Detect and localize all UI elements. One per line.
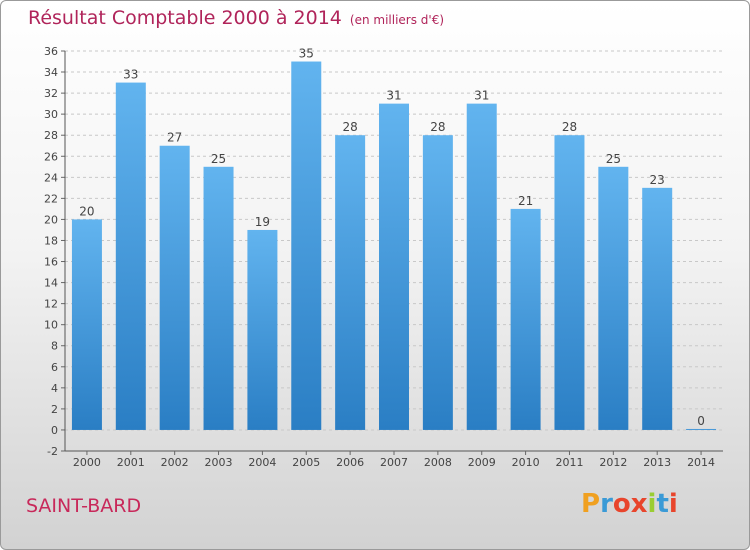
data-label-2000: 20 <box>79 204 94 218</box>
chart-title: Résultat Comptable 2000 à 2014 <box>28 7 342 29</box>
x-tick-label-2014: 2014 <box>687 456 715 469</box>
y-tick-label: 24 <box>44 171 58 184</box>
y-tick-label: 0 <box>51 424 58 437</box>
data-label-2002: 27 <box>167 131 182 145</box>
bar-2013 <box>642 187 673 430</box>
bar-2014 <box>686 428 717 430</box>
logo-letter: i <box>668 489 678 519</box>
bar-2001 <box>115 82 146 430</box>
y-tick-label: 20 <box>44 213 58 226</box>
x-tick-label-2000: 2000 <box>73 456 101 469</box>
bar-2000 <box>71 219 102 430</box>
y-tick-label: 2 <box>51 403 58 416</box>
y-tick-label: 8 <box>51 340 58 353</box>
bar-2008 <box>422 135 453 430</box>
data-label-2004: 19 <box>255 215 270 229</box>
logo-letter: t <box>656 489 669 519</box>
x-tick-label-2006: 2006 <box>336 456 364 469</box>
y-tick-label: 22 <box>44 192 58 205</box>
y-tick-label: 6 <box>51 361 58 374</box>
data-label-2008: 28 <box>430 120 445 134</box>
x-tick-label-2004: 2004 <box>248 456 276 469</box>
y-tick-label: 32 <box>44 87 58 100</box>
y-tick-label: 16 <box>44 256 58 269</box>
title-row: Résultat Comptable 2000 à 2014 (en millie… <box>28 7 444 29</box>
x-tick-label-2008: 2008 <box>424 456 452 469</box>
y-tick-label: 12 <box>44 298 58 311</box>
y-tick-label: 34 <box>44 66 58 79</box>
bar-2009 <box>466 103 497 430</box>
y-tick-label: 28 <box>44 129 58 142</box>
x-tick-label-2009: 2009 <box>468 456 496 469</box>
y-tick-label: 18 <box>44 234 58 247</box>
bar-2005 <box>291 61 322 430</box>
y-tick-label: 36 <box>44 45 58 58</box>
bars <box>71 61 717 430</box>
x-tick-label-2001: 2001 <box>117 456 145 469</box>
y-tick-label: 26 <box>44 150 58 163</box>
data-label-2013: 23 <box>650 173 665 187</box>
y-tick-label: 10 <box>44 319 58 332</box>
bar-2003 <box>203 166 234 430</box>
bar-2007 <box>379 103 409 430</box>
y-tick-label: -2 <box>47 445 58 458</box>
data-label-2014: 0 <box>697 414 705 428</box>
bar-2006 <box>335 135 366 430</box>
y-tick-label: 4 <box>51 382 58 395</box>
logo-letter: o <box>612 489 631 519</box>
bar-2004 <box>247 229 278 430</box>
x-tick-label-2003: 2003 <box>205 456 233 469</box>
data-label-2009: 31 <box>474 89 489 103</box>
bar-2010 <box>510 208 541 430</box>
data-label-2007: 31 <box>386 89 401 103</box>
bar-2012 <box>598 166 629 430</box>
axes <box>64 51 723 455</box>
bar-2002 <box>159 145 190 430</box>
x-tick-label-2007: 2007 <box>380 456 408 469</box>
x-tick-label-2012: 2012 <box>599 456 627 469</box>
data-label-2011: 28 <box>562 120 577 134</box>
x-tick-label-2011: 2011 <box>555 456 583 469</box>
bar-2011 <box>554 135 585 430</box>
x-tick-labels: 2000 2001 2002 2003 2004 2005 2006 2007 2008 2009… <box>73 456 715 469</box>
y-tick-label: 30 <box>44 108 58 121</box>
x-tick-label-2005: 2005 <box>292 456 320 469</box>
x-tick-label-2010: 2010 <box>512 456 540 469</box>
commune-name: SAINT-BARD <box>26 495 142 517</box>
logo-letter: i <box>647 489 657 519</box>
logo-letter: x <box>630 489 648 519</box>
logo-letter: r <box>600 489 613 519</box>
data-labels: 20 33 27 25 19 35 28 31 28 31 21 28 25 23 0 <box>79 47 705 428</box>
x-tick-label-2002: 2002 <box>161 456 189 469</box>
data-label-2006: 28 <box>342 120 357 134</box>
y-tick-label: 14 <box>44 277 58 290</box>
data-label-2003: 25 <box>211 152 226 166</box>
data-label-2012: 25 <box>606 152 621 166</box>
data-label-2005: 35 <box>299 47 314 61</box>
proxiti-logo[interactable]: Proxiti <box>581 489 678 519</box>
chart-subtitle: (en milliers d'€) <box>349 13 445 27</box>
data-label-2001: 33 <box>123 68 138 82</box>
data-label-2010: 21 <box>518 194 533 208</box>
x-tick-label-2013: 2013 <box>643 456 671 469</box>
logo-letter: P <box>581 489 601 519</box>
